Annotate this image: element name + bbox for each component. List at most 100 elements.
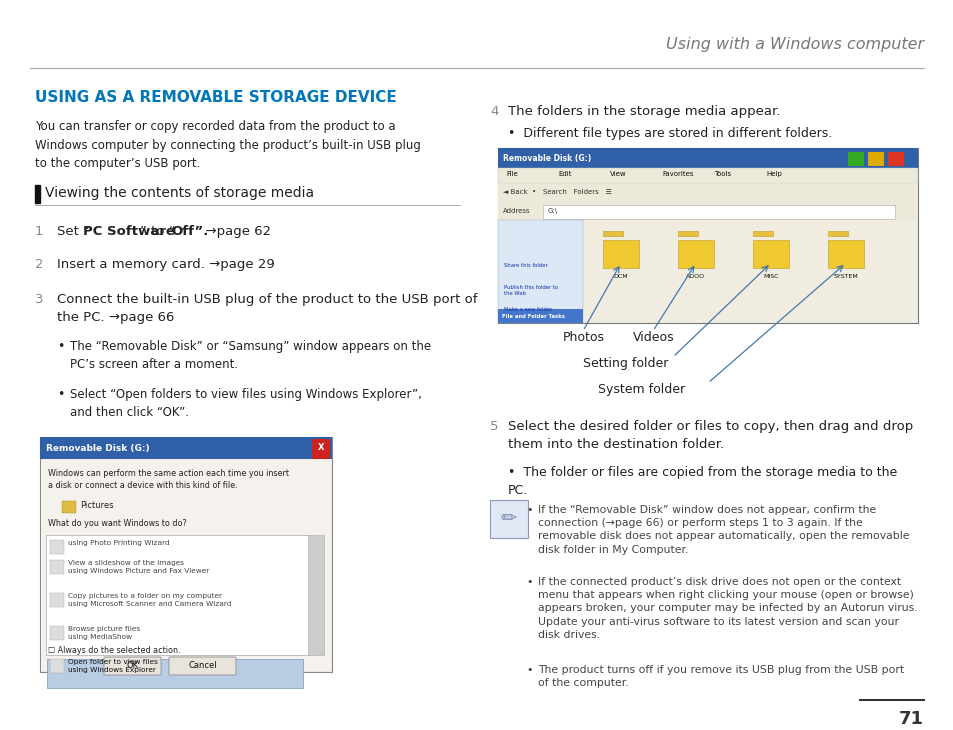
Text: •  Different file types are stored in different folders.: • Different file types are stored in dif… (507, 127, 831, 140)
Text: Setting folder: Setting folder (582, 357, 668, 370)
Bar (497, 168, 917, 184)
Bar (40, 437, 332, 672)
Text: Edit: Edit (558, 171, 571, 177)
Text: 1: 1 (35, 225, 44, 238)
Text: Browse picture files
using MediaShow: Browse picture files using MediaShow (68, 626, 140, 639)
Bar (542, 205, 894, 219)
Text: Copy pictures to a folder on my computer
using Microsoft Scanner and Camera Wiza: Copy pictures to a folder on my computer… (68, 593, 232, 607)
Text: If the “Removable Disk” window does not appear, confirm the
connection (→page 66: If the “Removable Disk” window does not … (537, 505, 908, 555)
Bar (41, 460, 331, 671)
Bar (308, 535, 324, 655)
Text: System folder: System folder (598, 383, 684, 396)
Text: •: • (525, 577, 532, 587)
Text: Open folder to view files
using Windows Explorer: Open folder to view files using Windows … (68, 659, 157, 673)
Text: •: • (525, 665, 532, 675)
Bar (312, 439, 330, 459)
Bar (35, 185, 40, 203)
Text: Select the desired folder or files to copy, then drag and drop
them into the des: Select the desired folder or files to co… (507, 420, 912, 451)
Text: Insert a memory card. →page 29: Insert a memory card. →page 29 (57, 258, 274, 271)
Text: ◄ Back  •   Search   Folders   ☰: ◄ Back • Search Folders ☰ (502, 189, 611, 195)
Bar (827, 240, 863, 268)
Bar (867, 152, 883, 166)
Bar (827, 231, 847, 236)
FancyBboxPatch shape (169, 657, 235, 675)
Bar (47, 659, 303, 688)
Bar (50, 593, 64, 607)
Bar (497, 204, 917, 220)
Text: X: X (317, 444, 324, 453)
Text: Viewing the contents of storage media: Viewing the contents of storage media (45, 186, 314, 200)
Text: •: • (57, 388, 64, 401)
Bar (497, 148, 917, 323)
Text: Make a new folder: Make a new folder (503, 307, 552, 312)
Text: SYSTEM: SYSTEM (833, 274, 858, 279)
Text: View a slideshow of the images
using Windows Picture and Fax Viewer: View a slideshow of the images using Win… (68, 560, 209, 574)
Bar (887, 152, 903, 166)
Bar (752, 231, 772, 236)
Text: OK: OK (127, 661, 138, 670)
Text: Cancel: Cancel (188, 661, 216, 670)
Text: Windows can perform the same action each time you insert
a disk or connect a dev: Windows can perform the same action each… (48, 469, 289, 490)
Bar (497, 148, 917, 168)
Text: •: • (57, 340, 64, 353)
Text: using Photo Printing Wizard: using Photo Printing Wizard (68, 540, 170, 546)
Text: Photos: Photos (562, 331, 604, 344)
Text: Pictures: Pictures (80, 501, 113, 510)
Text: Set “: Set “ (57, 225, 90, 238)
Text: 2: 2 (35, 258, 44, 271)
Bar (497, 220, 582, 323)
Text: File: File (505, 171, 517, 177)
Bar (50, 540, 64, 554)
Bar (50, 659, 64, 673)
Text: MISC: MISC (762, 274, 778, 279)
Text: The folders in the storage media appear.: The folders in the storage media appear. (507, 105, 780, 118)
FancyBboxPatch shape (104, 657, 161, 675)
Text: Address: Address (502, 208, 530, 214)
Bar (62, 501, 76, 513)
Bar (678, 240, 713, 268)
Text: 4: 4 (490, 105, 497, 118)
Text: Publish this folder to
the Web: Publish this folder to the Web (503, 285, 558, 296)
Text: 71: 71 (898, 710, 923, 728)
Bar (602, 240, 639, 268)
Text: Help: Help (765, 171, 781, 177)
Bar (497, 184, 917, 204)
Text: Using with a Windows computer: Using with a Windows computer (665, 37, 923, 52)
Text: •: • (525, 505, 532, 515)
Bar (847, 152, 863, 166)
Bar (602, 231, 622, 236)
Text: Tools: Tools (713, 171, 730, 177)
Text: Removable Disk (G:): Removable Disk (G:) (46, 444, 150, 453)
Text: What do you want Windows to do?: What do you want Windows to do? (48, 519, 187, 528)
Text: ☐ Always do the selected action.: ☐ Always do the selected action. (48, 646, 180, 655)
Text: Off”.: Off”. (172, 225, 209, 238)
Text: •  The folder or files are copied from the storage media to the
PC.: • The folder or files are copied from th… (507, 466, 897, 497)
Bar (40, 437, 332, 459)
Text: USING AS A REMOVABLE STORAGE DEVICE: USING AS A REMOVABLE STORAGE DEVICE (35, 90, 396, 105)
Bar (50, 626, 64, 640)
Text: 5: 5 (490, 420, 498, 433)
Text: DCM: DCM (613, 274, 628, 279)
Text: PC Software: PC Software (83, 225, 174, 238)
Bar (490, 500, 527, 538)
Bar (752, 240, 788, 268)
Bar (678, 231, 697, 236)
Bar (46, 535, 310, 655)
Text: View: View (609, 171, 626, 177)
Bar (50, 560, 64, 574)
Text: If the connected product’s disk drive does not open or the context
menu that app: If the connected product’s disk drive do… (537, 577, 917, 639)
Text: Select “Open folders to view files using Windows Explorer”,
and then click “OK”.: Select “Open folders to view files using… (70, 388, 421, 419)
Text: File and Folder Tasks: File and Folder Tasks (501, 313, 564, 318)
Text: →page 62: →page 62 (197, 225, 272, 238)
Text: Connect the built-in USB plug of the product to the USB port of
the PC. →page 66: Connect the built-in USB plug of the pro… (57, 293, 477, 324)
Text: 3: 3 (35, 293, 44, 306)
Text: Videos: Videos (633, 331, 674, 344)
Text: Share this folder: Share this folder (503, 263, 547, 268)
Text: ” to “: ” to “ (140, 225, 175, 238)
Text: The “Removable Disk” or “Samsung” window appears on the
PC’s screen after a mome: The “Removable Disk” or “Samsung” window… (70, 340, 431, 371)
Text: ✏: ✏ (500, 510, 517, 529)
Text: Favorites: Favorites (661, 171, 693, 177)
Text: ADOO: ADOO (686, 274, 705, 279)
Text: G:\: G:\ (547, 208, 558, 214)
Text: The product turns off if you remove its USB plug from the USB port
of the comput: The product turns off if you remove its … (537, 665, 903, 688)
